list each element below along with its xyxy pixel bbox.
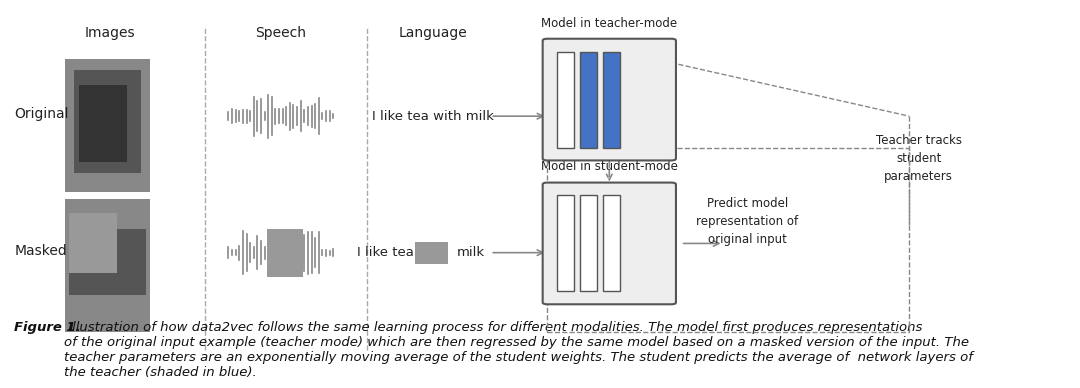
Text: Speech: Speech bbox=[255, 26, 307, 40]
Text: Original: Original bbox=[14, 107, 69, 121]
Text: Model in student-mode: Model in student-mode bbox=[541, 160, 678, 173]
Bar bbox=[557, 52, 575, 147]
Bar bbox=[580, 196, 597, 291]
FancyBboxPatch shape bbox=[542, 39, 676, 161]
Text: I like tea with milk: I like tea with milk bbox=[373, 110, 495, 123]
Text: Illustration of how data2vec follows the same learning process for different mod: Illustration of how data2vec follows the… bbox=[64, 321, 973, 379]
Bar bbox=[415, 242, 448, 264]
Text: Figure 1.: Figure 1. bbox=[14, 321, 81, 334]
Bar bbox=[79, 85, 126, 162]
Bar bbox=[69, 213, 117, 273]
Text: milk: milk bbox=[457, 246, 485, 259]
Text: Language: Language bbox=[399, 26, 468, 40]
Bar bbox=[65, 59, 150, 192]
Text: Images: Images bbox=[84, 26, 135, 40]
Bar bbox=[603, 196, 620, 291]
Text: Predict model
representation of
original input: Predict model representation of original… bbox=[697, 197, 798, 246]
Text: I like tea: I like tea bbox=[357, 246, 414, 259]
Bar bbox=[65, 199, 150, 332]
Bar bbox=[75, 70, 140, 173]
Text: Masked: Masked bbox=[14, 244, 67, 258]
Bar bbox=[557, 196, 575, 291]
Bar bbox=[603, 52, 620, 147]
Bar bbox=[580, 52, 597, 147]
Bar bbox=[69, 229, 146, 295]
Text: Teacher tracks
student
parameters: Teacher tracks student parameters bbox=[876, 134, 961, 183]
Text: Model in teacher-mode: Model in teacher-mode bbox=[541, 17, 677, 29]
Bar bbox=[267, 229, 302, 277]
FancyBboxPatch shape bbox=[542, 183, 676, 304]
